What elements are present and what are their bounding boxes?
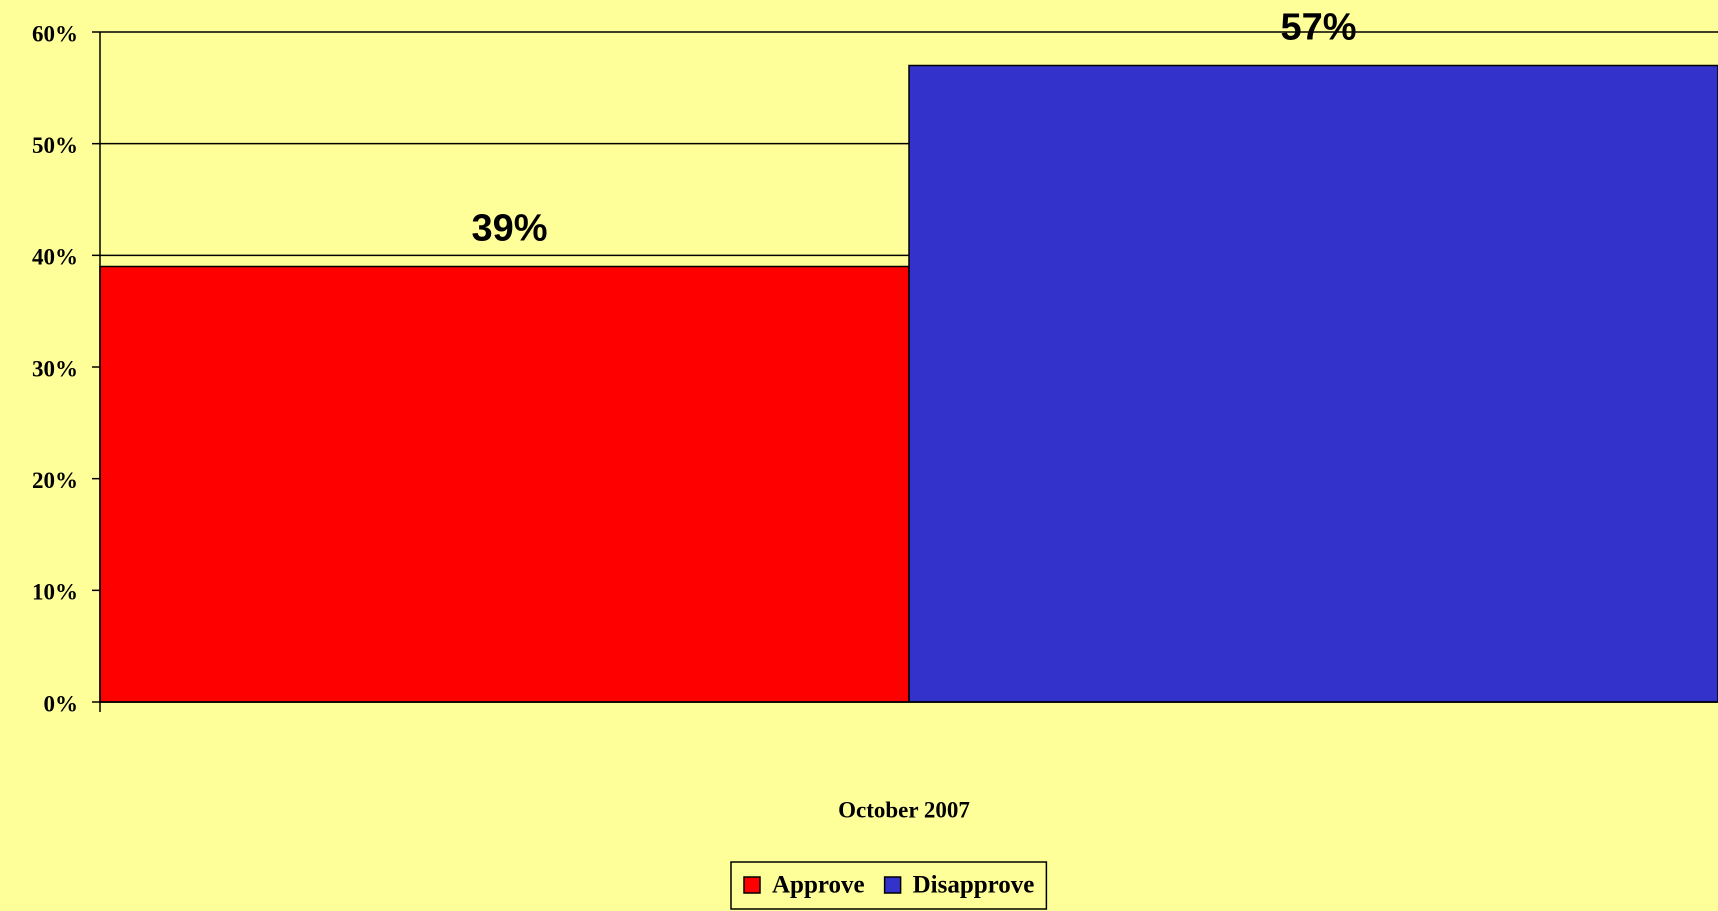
y-tick-label: 20% [32, 468, 78, 493]
legend-swatch [883, 876, 902, 894]
x-tick-label: October 2007 [838, 797, 970, 822]
legend-label: Approve [772, 872, 865, 899]
y-tick-label: 10% [32, 580, 78, 605]
bar [99, 265, 910, 703]
data-label: 57% [1280, 7, 1356, 49]
y-tick-label: 30% [32, 356, 78, 381]
data-label: 39% [471, 208, 547, 250]
y-tick-label: 0% [44, 691, 79, 716]
legend-label: Disapprove [913, 872, 1035, 899]
y-tick-label: 60% [32, 21, 78, 46]
y-tick-label: 40% [32, 245, 78, 270]
bar [908, 64, 1718, 703]
y-tick-label: 50% [32, 133, 78, 158]
legend-swatch [743, 876, 761, 894]
